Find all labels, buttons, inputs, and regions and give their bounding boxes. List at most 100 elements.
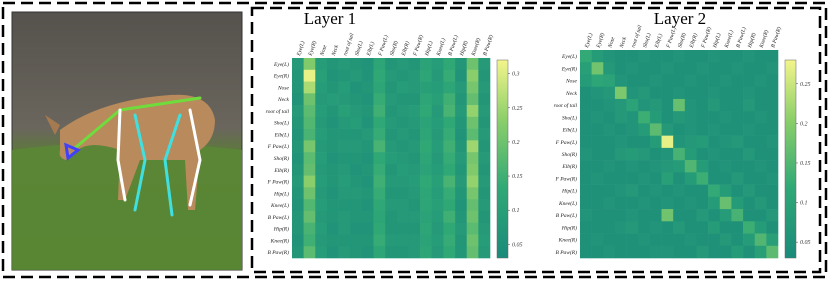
heatmap-cell: [315, 93, 328, 106]
heatmap-cell: [731, 233, 744, 247]
row-label: Nose: [277, 85, 290, 91]
heatmap-cell: [478, 58, 491, 71]
heatmap-cell: [638, 111, 651, 124]
heatmap-cell: [292, 187, 304, 200]
heatmap-cell: [431, 175, 444, 188]
heatmap-cell: [661, 221, 674, 234]
column-label: Eye(R): [306, 40, 318, 58]
heatmap-cell: [326, 163, 339, 176]
chart-title: Layer 2: [654, 9, 706, 28]
heatmap-cell: [743, 245, 756, 259]
heatmap-cell: [638, 209, 651, 222]
heatmap-cell: [385, 222, 398, 235]
heatmap-cell: [731, 172, 744, 185]
heatmap-cell: [719, 50, 732, 63]
colorbar-tick-label: 0.05: [800, 240, 811, 246]
heatmap-cell: [338, 163, 351, 176]
heatmap-cell: [614, 147, 627, 161]
heatmap-cell: [431, 93, 444, 106]
heatmap-cell: [766, 196, 779, 210]
heatmap-cell: [396, 175, 409, 188]
heatmap-cell: [649, 233, 662, 247]
heatmap-cell: [350, 175, 363, 188]
heatmap-cell: [591, 196, 604, 210]
heatmap-cell: [684, 245, 697, 259]
heatmap-cell: [731, 160, 744, 173]
row-label: F Paw(L): [555, 139, 577, 146]
heatmap-cell: [708, 160, 721, 173]
heatmap-cell: [373, 222, 386, 235]
heatmap-cell: [408, 187, 421, 200]
heatmap-cell: [431, 222, 444, 235]
heatmap-cell: [731, 86, 744, 100]
heatmap-cell: [766, 111, 779, 124]
heatmap-cell: [603, 123, 616, 136]
heatmap-cell: [466, 234, 479, 247]
heatmap-cell: [350, 222, 363, 235]
heatmap-cell: [431, 128, 444, 141]
heatmap-cell: [614, 50, 627, 63]
heatmap-cell: [455, 199, 468, 212]
heatmap-cell: [626, 233, 639, 247]
heatmap-cell: [626, 135, 639, 149]
heatmap-cell: [673, 184, 686, 198]
heatmap-cell: [684, 62, 697, 75]
heatmap-cell: [466, 199, 479, 212]
heatmap-cell: [684, 233, 697, 247]
heatmap-cell: [303, 210, 316, 224]
heatmap-cell: [326, 175, 339, 188]
row-label: B Paw(R): [267, 249, 289, 256]
heatmap-cell: [455, 175, 468, 188]
heatmap-cell: [292, 152, 304, 165]
heatmap-cell: [649, 74, 662, 88]
heatmap-cell: [373, 93, 386, 106]
colorbar-tick-label: 0.1: [800, 201, 808, 207]
column-label: Eye(L): [583, 32, 595, 50]
heatmap-cell: [420, 163, 433, 176]
heatmap-cell: [455, 152, 468, 165]
heatmap-cell: [580, 74, 592, 88]
heatmap-cell: [350, 58, 363, 71]
heatmap-cell: [638, 50, 651, 63]
heatmap-cell: [326, 140, 339, 153]
heatmap-cell: [455, 187, 468, 200]
row-label: Elb(L): [562, 127, 578, 134]
heatmap-cell: [373, 246, 386, 259]
heatmap-cell: [661, 50, 674, 63]
heatmap-cell: [373, 187, 386, 200]
heatmap-cell: [661, 86, 674, 100]
heatmap-cell: [743, 62, 756, 75]
heatmap-cell: [661, 196, 674, 210]
colorbar-tick-label: 0.2: [800, 121, 808, 127]
heatmap-cell: [614, 111, 627, 124]
heatmap-cell: [661, 209, 674, 222]
heatmap-cell: [754, 147, 767, 161]
heatmap-cell: [420, 175, 433, 188]
heatmap-cell: [708, 111, 721, 124]
heatmap-cell: [303, 128, 316, 141]
heatmap-cell: [696, 123, 709, 136]
heatmap-cell: [373, 163, 386, 176]
heatmap-cell: [591, 233, 604, 247]
heatmap-cell: [373, 105, 386, 118]
heatmap-cell: [338, 58, 351, 71]
heatmap-cell: [673, 196, 686, 210]
heatmap-cell: [661, 98, 674, 112]
column-label: F Paw(R): [411, 34, 425, 58]
heatmap-cell: [673, 221, 686, 234]
heatmap-cell: [350, 93, 363, 106]
heatmap-cell: [603, 98, 616, 112]
heatmap-cell: [408, 175, 421, 188]
heatmap-cell: [338, 175, 351, 188]
heatmap-cell: [626, 62, 639, 75]
heatmap-cell: [420, 93, 433, 106]
heatmap-cell: [649, 147, 662, 161]
row-label: Eye(R): [273, 73, 289, 80]
heatmap-cell: [350, 81, 363, 94]
heatmap-cell: [708, 209, 721, 222]
column-label: Knee(R): [469, 37, 482, 58]
heatmap-cell: [350, 128, 363, 141]
heatmap-cell: [626, 196, 639, 210]
heatmap-cell: [626, 111, 639, 124]
